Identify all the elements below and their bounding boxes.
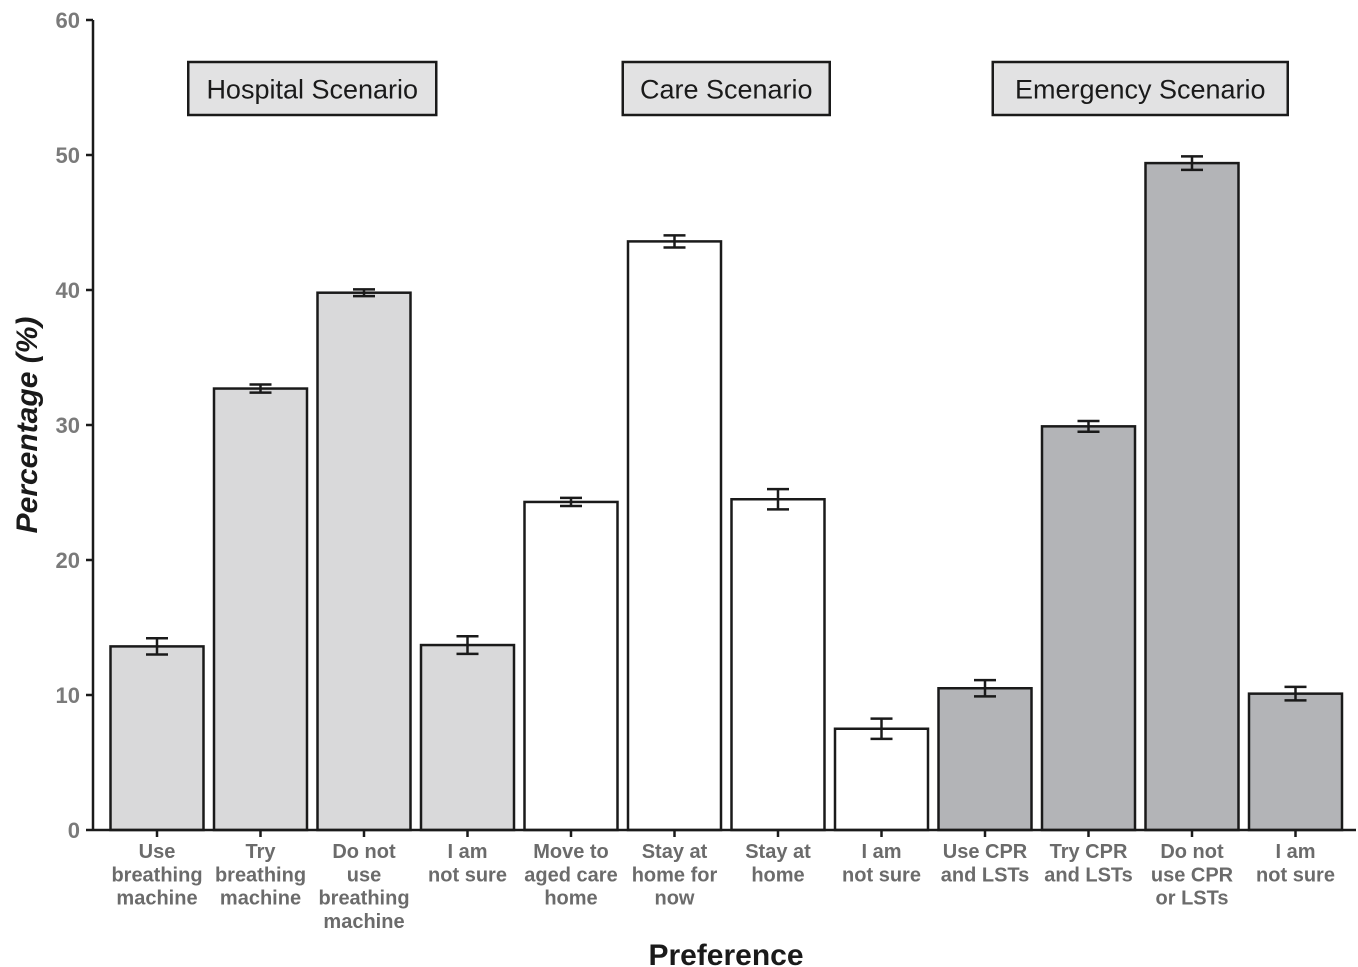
x-axis-title: Preference [648, 939, 803, 967]
scenario-panels: Hospital Scenario Care Scenario Emergency … [187, 60, 1289, 117]
y-tick-label: 20 [56, 548, 80, 573]
x-tick-label: Do not use CPR or LSTs [1151, 841, 1234, 910]
x-tick-label: I am not sure [842, 841, 921, 886]
bar [833, 727, 930, 832]
bar [730, 498, 826, 832]
error-bar [560, 496, 582, 508]
y-tick-label: 60 [56, 8, 80, 33]
bars [109, 161, 1344, 832]
y-axis-title: Percentage (%) [11, 317, 44, 534]
x-tick-label: Move to aged care home [524, 841, 617, 910]
svg-text:Hospital Scenario: Hospital Scenario [206, 75, 418, 105]
x-tick-label: I am not sure [428, 841, 507, 886]
error-bars [146, 155, 1307, 741]
x-tick-label: Do not use breathing machine [318, 841, 409, 933]
y-tick-label: 0 [68, 818, 80, 843]
x-tick-label: Stay at home for now [632, 841, 718, 910]
error-bar [1077, 419, 1100, 433]
x-tick-label: Try CPR and LSTs [1044, 841, 1133, 886]
error-bar [663, 234, 686, 249]
x-tick-label: Use CPR and LSTs [941, 841, 1030, 886]
bar [626, 240, 723, 832]
error-bar [353, 288, 375, 298]
error-bar [870, 717, 893, 741]
error-bar [456, 635, 479, 656]
y-tick-label: 50 [56, 143, 80, 168]
error-bar [767, 487, 789, 511]
y-ticks: 0 10 20 30 40 50 60 [56, 8, 93, 843]
bar [937, 687, 1033, 832]
bar [316, 291, 412, 832]
x-tick-label: Use breathing machine [111, 841, 202, 910]
error-bar [1284, 685, 1307, 702]
y-tick-label: 30 [56, 413, 80, 438]
bar [419, 643, 516, 832]
y-tick-label: 40 [56, 278, 80, 303]
x-tick-label: I am not sure [1256, 841, 1335, 886]
x-tick-label: Try breathing machine [215, 841, 306, 910]
bar [1040, 425, 1137, 832]
error-bar [1181, 155, 1203, 172]
error-bar [249, 383, 272, 394]
x-tick-label: Stay at home [745, 841, 811, 886]
scenario-label: Care Scenario [621, 60, 831, 117]
bar [523, 500, 619, 832]
bar [1144, 161, 1240, 832]
y-tick-label: 10 [56, 683, 80, 708]
error-bar [974, 678, 996, 698]
bar [1247, 692, 1344, 832]
bar [212, 387, 309, 832]
bar [109, 645, 205, 832]
scenario-label: Emergency Scenario [991, 60, 1289, 117]
svg-text:Emergency Scenario: Emergency Scenario [1015, 75, 1266, 105]
svg-text:Care Scenario: Care Scenario [640, 75, 813, 105]
error-bar [146, 637, 168, 656]
scenario-label: Hospital Scenario [187, 60, 438, 117]
